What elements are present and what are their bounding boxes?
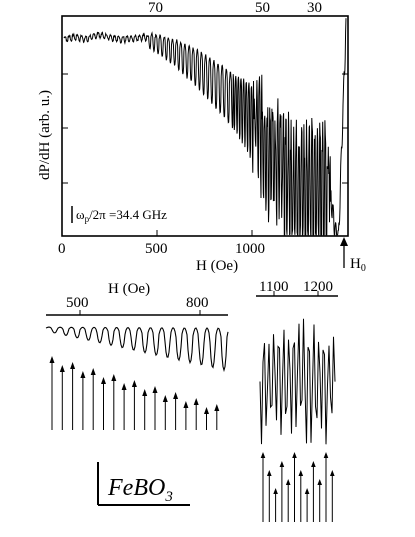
x-tick-label-1000: 1000 [235,241,265,257]
material-label-text: FeBO3 [107,475,173,505]
resonance-arrow-head [101,377,106,384]
right-inset: 1100 1200 [256,279,338,522]
y-axis-label: dP/dH (arb. u.) [37,90,53,180]
resonance-arrow-head [142,389,148,396]
material-label: FeBO3 [97,462,190,506]
resonance-arrow-head [80,371,86,378]
resonance-arrow-head [193,398,199,405]
x-tick-label-0: 0 [58,241,66,257]
annotation-symbol: ω [76,207,85,222]
resonance-arrow-head [267,470,272,476]
resonance-arrow-head [131,380,137,387]
main-plot-frame [61,15,349,237]
right-inset-tick-label-1100: 1100 [259,279,288,295]
left-inset-arrows [49,356,220,430]
x-tick-label-500: 500 [145,241,168,257]
resonance-arrow-head [304,488,310,494]
h0-marker: H0 [340,237,366,274]
resonance-arrow-head [162,395,168,402]
h0-label-main: H [350,256,361,272]
annotation-text: ωp/2π =34.4 GHz [76,207,167,224]
left-inset-tick-label-800: 800 [186,295,209,311]
resonance-arrow-head [330,470,335,476]
resonance-arrow-head [279,461,285,467]
h0-arrow-head [340,237,348,246]
resonance-arrow-head [273,488,278,494]
h0-label-sub: 0 [361,263,366,274]
resonance-arrow-head [173,392,179,399]
annotation-rest: /2π =34.4 GHz [89,207,167,222]
resonance-arrow-head [90,368,96,375]
resonance-arrow-head [311,461,316,467]
left-inset-tick-label-500: 500 [66,295,89,311]
left-inset: H (Oe) 500 800 [45,281,229,430]
top-tick-label-70: 70 [148,0,163,16]
resonance-arrow-head [285,479,291,485]
left-inset-spectrum-line [45,326,229,373]
x-axis-label: H (Oe) [196,258,238,274]
resonance-arrow-head [183,401,189,408]
resonance-arrow-head [59,365,65,372]
h0-label: H0 [350,256,366,274]
resonance-arrow-head [121,383,127,390]
main-panel: 70 50 30 0 500 1000 H (Oe) dP/dH (arb. u… [37,0,366,274]
right-inset-tick-label-1200: 1200 [303,279,333,295]
right-inset-arrows [260,452,335,522]
top-tick-label-30: 30 [307,0,322,16]
resonance-arrow-head [214,404,220,411]
main-spectrum-line [63,18,347,236]
material-label-sub: 3 [164,489,173,505]
right-inset-spectrum-line [259,318,336,445]
resonance-arrow-head [260,452,266,458]
resonance-arrow-head [323,452,329,458]
material-label-main: FeBO [107,475,165,501]
resonance-arrow-head [152,386,158,393]
resonance-arrow-head [111,374,117,381]
resonance-arrow-head [317,479,322,485]
resonance-arrow-head [298,470,304,476]
resonance-arrow-head [49,356,55,363]
top-tick-label-50: 50 [255,0,270,16]
resonance-arrow-head [204,407,209,414]
resonance-arrow-head [292,452,297,458]
left-inset-axis-label: H (Oe) [108,281,150,297]
annotation-subscript: p [85,214,90,224]
resonance-arrow-head [70,362,76,369]
